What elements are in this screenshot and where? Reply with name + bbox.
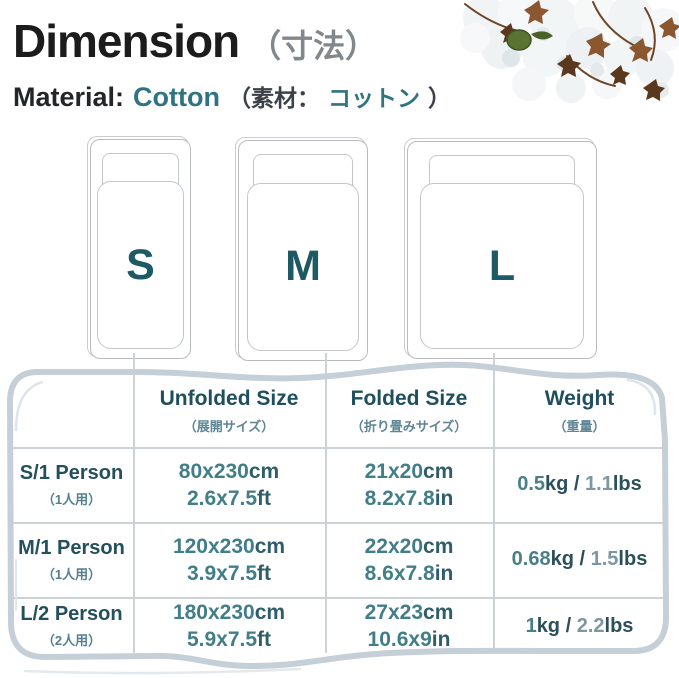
row-label-large: L/2 Person （2人用）: [10, 597, 133, 655]
unfolded-size-small: 80x230cm 2.6x7.5ft: [133, 447, 325, 522]
blanket-diagram-medium: M: [235, 137, 368, 361]
blanket-body-outline: M: [247, 182, 359, 352]
header-unfolded-en: Unfolded Size: [159, 387, 299, 410]
imperial-unit: in: [434, 486, 454, 510]
imperial-value: 8.6x7.8: [364, 561, 435, 585]
metric-unit: cm: [423, 534, 454, 558]
row-label-text: L/2 Person: [20, 603, 123, 625]
weight-lbs: 1.5: [590, 548, 619, 570]
metric-unit: cm: [423, 601, 454, 624]
weight-kg-unit: kg /: [545, 473, 586, 495]
weight-kg-unit: kg /: [536, 614, 577, 637]
size-letter-m: M: [285, 242, 321, 291]
material-jp-prefix: （素材：: [228, 85, 321, 111]
material-line: Material: Cotton （素材： コットン ）: [13, 79, 451, 113]
weight-lbs-unit: lbs: [612, 473, 642, 495]
column-header-unfolded: Unfolded Size （展開サイズ）: [133, 375, 325, 447]
row-label-text: S/1 Person: [19, 461, 124, 484]
unfolded-size-medium: 120x230cm 3.9x7.5ft: [133, 522, 325, 597]
blanket-body-outline: S: [97, 181, 184, 350]
metric-value: 180x230: [172, 601, 255, 624]
title-english: Dimension: [13, 15, 240, 67]
weight-medium: 0.68kg / 1.5lbs: [493, 522, 666, 597]
blanket-diagram-large: L: [404, 138, 597, 359]
cotton-plant-image: [460, 0, 679, 103]
row-label-text: M/1 Person: [18, 536, 125, 559]
title-japanese: （寸法）: [249, 28, 378, 64]
metric-value: 21x20: [364, 459, 424, 483]
weight-lbs-unit: lbs: [604, 614, 634, 637]
metric-unit: cm: [254, 534, 286, 558]
folded-size-medium: 22x20cm 8.6x7.8in: [325, 522, 493, 597]
weight-lbs-unit: lbs: [618, 548, 648, 570]
size-letter-s: S: [126, 240, 155, 289]
metric-value: 27x23: [364, 601, 424, 624]
weight-lbs: 1.1: [585, 473, 613, 495]
material-value: Cotton: [133, 82, 221, 112]
imperial-value: 5.9x7.5: [186, 628, 258, 651]
table-corner-cell: [10, 375, 133, 447]
page-title: Dimension （寸法）: [13, 14, 377, 68]
metric-unit: cm: [423, 459, 454, 483]
header-folded-en: Folded Size: [350, 387, 468, 410]
header-folded-jp: （折り畳みサイズ）: [350, 419, 468, 434]
folded-size-small: 21x20cm 8.2x7.8in: [325, 447, 493, 522]
row-label-jp: （2人用）: [41, 633, 102, 648]
imperial-unit: in: [434, 561, 454, 585]
column-header-weight: Weight （重量）: [493, 375, 666, 447]
header-weight-en: Weight: [544, 387, 615, 410]
folded-size-large: 27x23cm 10.6x9in: [325, 597, 493, 655]
size-letter-l: L: [488, 241, 516, 290]
imperial-value: 10.6x9: [367, 628, 432, 651]
row-label-medium: M/1 Person （1人用）: [10, 522, 133, 597]
material-jp-suffix: ）: [428, 85, 452, 111]
material-jp-value: コットン: [328, 85, 421, 111]
blanket-body-outline: L: [420, 183, 584, 350]
weight-kg: 0.68: [511, 548, 551, 570]
column-header-folded: Folded Size （折り畳みサイズ）: [325, 375, 493, 447]
header-weight-jp: （重量）: [553, 419, 606, 434]
header-unfolded-jp: （展開サイズ）: [183, 419, 275, 434]
imperial-unit: ft: [257, 561, 272, 585]
unfolded-size-large: 180x230cm 5.9x7.5ft: [133, 597, 325, 655]
weight-kg: 0.5: [517, 473, 546, 495]
blanket-diagram-small: S: [87, 136, 191, 359]
row-label-small: S/1 Person （1人用）: [10, 447, 133, 522]
imperial-value: 3.9x7.5: [186, 561, 258, 585]
imperial-unit: in: [431, 628, 451, 651]
weight-kg: 1: [525, 614, 537, 637]
imperial-value: 2.6x7.5: [186, 486, 258, 510]
imperial-value: 8.2x7.8: [364, 486, 435, 510]
metric-value: 80x230: [178, 459, 249, 483]
row-label-jp: （1人用）: [41, 491, 102, 507]
imperial-unit: ft: [257, 486, 272, 510]
metric-unit: cm: [248, 459, 280, 483]
weight-lbs: 2.2: [576, 614, 605, 637]
weight-large: 1kg / 2.2lbs: [493, 597, 666, 655]
material-label: Material:: [13, 82, 125, 112]
dimension-table: Unfolded Size （展開サイズ） Folded Size （折り畳みサ…: [10, 375, 666, 655]
metric-value: 22x20: [364, 534, 424, 558]
weight-kg-unit: kg /: [550, 548, 591, 570]
weight-small: 0.5kg / 1.1lbs: [493, 447, 666, 522]
imperial-unit: ft: [257, 628, 272, 651]
metric-unit: cm: [254, 601, 286, 624]
metric-value: 120x230: [172, 534, 255, 558]
row-label-jp: （1人用）: [41, 566, 102, 582]
